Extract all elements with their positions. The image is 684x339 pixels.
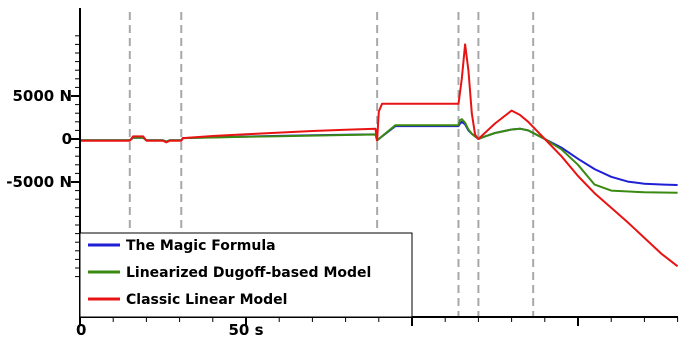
x-ticks: 0 50 s [76,317,579,339]
legend-label: Classic Linear Model [126,292,287,308]
x-tick-label: 50 s [228,321,263,339]
series-line [80,118,678,194]
legend-box [79,232,413,318]
series-lines [80,43,679,268]
legend-label: Linearized Dugoff-based Model [126,265,371,281]
legend: The Magic Formula Linearized Dugoff-based… [79,232,413,318]
series-line [80,43,679,268]
x-tick-label: 0 [76,321,86,339]
y-tick-label: 0 [62,130,72,148]
y-ticks: 5000 N 0 -5000 N [6,87,80,191]
legend-label: The Magic Formula [126,238,276,254]
y-tick-label: -5000 N [6,173,72,191]
y-tick-label: 5000 N [12,87,72,105]
